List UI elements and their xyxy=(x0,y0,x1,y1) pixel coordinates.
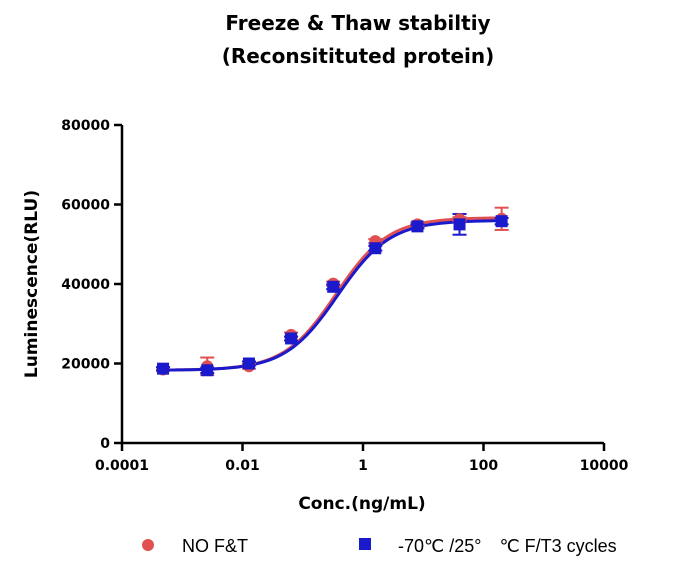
y-ticks: 0 20000 40000 60000 80000 xyxy=(61,118,122,452)
chart-title-line-2: (Reconsitituted protein) xyxy=(222,44,495,68)
y-tick-label: 80000 xyxy=(61,118,110,134)
data-point-ft-cycles xyxy=(285,332,298,345)
data-markers xyxy=(157,212,508,377)
data-point-ft-cycles xyxy=(242,357,255,370)
y-tick-label: 0 xyxy=(100,436,110,452)
legend: NO F&T -70℃ /25° ℃ F/T3 cycles xyxy=(142,536,617,556)
y-axis-label: Luminescence(RLU) xyxy=(22,190,42,378)
data-point-ft-cycles xyxy=(369,242,382,255)
legend-marker-no-ft xyxy=(142,539,154,551)
x-ticks: 0.0001 0.01 1 100 10000 xyxy=(95,443,629,474)
x-axis-label: Conc.(ng/mL) xyxy=(298,494,425,514)
y-tick-label: 20000 xyxy=(61,357,110,373)
y-tick-label: 40000 xyxy=(61,277,110,293)
x-tick-label: 1 xyxy=(358,458,368,474)
data-point-ft-cycles xyxy=(495,215,508,228)
legend-marker-ft-cycles xyxy=(359,538,371,550)
legend-label-ft-cycles: -70℃ /25° ℃ F/T3 cycles xyxy=(398,536,617,556)
data-point-ft-cycles xyxy=(157,362,170,375)
chart-title-line-1: Freeze & Thaw stabiltiy xyxy=(225,11,490,35)
fit-curves xyxy=(163,216,502,372)
y-tick-label: 60000 xyxy=(61,198,110,214)
x-tick-label: 100 xyxy=(469,458,498,474)
data-point-ft-cycles xyxy=(411,220,424,233)
legend-label-no-ft: NO F&T xyxy=(182,536,248,556)
x-tick-label: 0.01 xyxy=(225,458,260,474)
x-tick-label: 10000 xyxy=(580,458,629,474)
x-tick-label: 0.0001 xyxy=(95,458,149,474)
data-point-ft-cycles xyxy=(201,364,214,377)
data-point-ft-cycles xyxy=(453,218,466,231)
fit-curve-series-2 xyxy=(163,219,502,372)
data-point-ft-cycles xyxy=(327,280,340,293)
fit-curve-series-1 xyxy=(163,216,502,372)
